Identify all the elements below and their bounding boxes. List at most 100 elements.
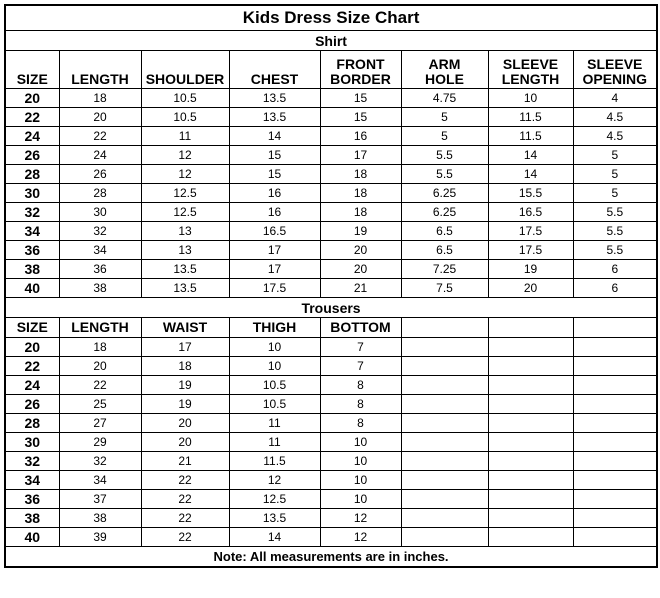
shirt-cell-shoulder: 13	[140, 240, 230, 260]
trousers-header-size: SIZE	[4, 317, 60, 338]
shirt-cell-chest: 13.5	[228, 88, 321, 108]
header-line: LENGTH	[501, 71, 560, 87]
shirt-cell-arm-hole: 6.5	[400, 240, 489, 260]
shirt-cell-length: 32	[58, 221, 142, 241]
trousers-cell-blank-1	[400, 470, 489, 490]
trousers-cell-blank-1	[400, 432, 489, 452]
trousers-row: 32 32 21 11.5 10	[4, 451, 658, 471]
shirt-cell-sleeve-length: 19	[487, 259, 574, 279]
shirt-cell-sleeve-length: 14	[487, 164, 574, 184]
trousers-cell-blank-3	[572, 451, 658, 471]
trousers-row: 38 38 22 13.5 12	[4, 508, 658, 528]
shirt-cell-front-border: 20	[319, 240, 402, 260]
trousers-cell-thigh: 11	[228, 413, 321, 433]
shirt-row: 24 22 11 14 16 5 11.5 4.5	[4, 126, 658, 146]
trousers-cell-waist: 17	[140, 337, 230, 357]
shirt-cell-arm-hole: 5	[400, 126, 489, 146]
trousers-row: 28 27 20 11 8	[4, 413, 658, 433]
trousers-header-thigh: THIGH	[228, 317, 321, 338]
shirt-cell-length: 36	[58, 259, 142, 279]
trousers-cell-bottom: 8	[319, 375, 402, 395]
shirt-row: 30 28 12.5 16 18 6.25 15.5 5	[4, 183, 658, 203]
shirt-cell-length: 20	[58, 107, 142, 127]
shirt-cell-length: 28	[58, 183, 142, 203]
trousers-cell-blank-1	[400, 508, 489, 528]
shirt-cell-size: 24	[4, 126, 60, 146]
trousers-cell-waist: 18	[140, 356, 230, 376]
trousers-cell-waist: 21	[140, 451, 230, 471]
trousers-cell-blank-2	[487, 451, 574, 471]
shirt-cell-shoulder: 13	[140, 221, 230, 241]
header-line: SHOULDER	[145, 71, 225, 87]
trousers-cell-bottom: 12	[319, 527, 402, 547]
trousers-cell-thigh: 10	[228, 356, 321, 376]
shirt-cell-size: 38	[4, 259, 60, 279]
header-line: HOLE	[425, 71, 464, 87]
shirt-cell-front-border: 19	[319, 221, 402, 241]
trousers-row: 24 22 19 10.5 8	[4, 375, 658, 395]
shirt-cell-size: 22	[4, 107, 60, 127]
trousers-row: 20 18 17 10 7	[4, 337, 658, 357]
trousers-cell-thigh: 11	[228, 432, 321, 452]
shirt-cell-chest: 16.5	[228, 221, 321, 241]
trousers-cell-blank-3	[572, 508, 658, 528]
shirt-cell-shoulder: 12	[140, 145, 230, 165]
shirt-cell-chest: 15	[228, 145, 321, 165]
shirt-cell-front-border: 17	[319, 145, 402, 165]
shirt-section-title: Shirt	[4, 30, 658, 51]
shirt-cell-front-border: 16	[319, 126, 402, 146]
shirt-cell-sleeve-opening: 4.5	[572, 126, 658, 146]
shirt-cell-chest: 15	[228, 164, 321, 184]
shirt-cell-arm-hole: 5	[400, 107, 489, 127]
shirt-cell-front-border: 21	[319, 278, 402, 298]
shirt-cell-sleeve-opening: 5.5	[572, 240, 658, 260]
trousers-cell-thigh: 14	[228, 527, 321, 547]
trousers-cell-blank-3	[572, 527, 658, 547]
trousers-cell-blank-1	[400, 337, 489, 357]
shirt-cell-shoulder: 12	[140, 164, 230, 184]
shirt-cell-size: 32	[4, 202, 60, 222]
trousers-cell-blank-3	[572, 394, 658, 414]
shirt-row: 34 32 13 16.5 19 6.5 17.5 5.5	[4, 221, 658, 241]
trousers-section-title: Trousers	[4, 297, 658, 318]
trousers-cell-blank-2	[487, 470, 574, 490]
shirt-cell-size: 28	[4, 164, 60, 184]
shirt-cell-chest: 14	[228, 126, 321, 146]
trousers-cell-bottom: 8	[319, 394, 402, 414]
shirt-cell-length: 24	[58, 145, 142, 165]
shirt-cell-length: 38	[58, 278, 142, 298]
shirt-cell-sleeve-length: 16.5	[487, 202, 574, 222]
shirt-cell-arm-hole: 6.25	[400, 183, 489, 203]
shirt-cell-front-border: 15	[319, 88, 402, 108]
shirt-cell-sleeve-opening: 5.5	[572, 221, 658, 241]
shirt-row: 40 38 13.5 17.5 21 7.5 20 6	[4, 278, 658, 298]
trousers-row: 22 20 18 10 7	[4, 356, 658, 376]
shirt-cell-size: 40	[4, 278, 60, 298]
shirt-cell-sleeve-length: 11.5	[487, 126, 574, 146]
trousers-cell-length: 38	[58, 508, 142, 528]
shirt-cell-sleeve-length: 17.5	[487, 240, 574, 260]
shirt-cell-sleeve-length: 17.5	[487, 221, 574, 241]
trousers-cell-blank-2	[487, 489, 574, 509]
trousers-cell-blank-3	[572, 470, 658, 490]
trousers-cell-blank-1	[400, 394, 489, 414]
shirt-header-front-border: FRONT BORDER	[319, 50, 402, 89]
trousers-cell-bottom: 12	[319, 508, 402, 528]
trousers-cell-length: 25	[58, 394, 142, 414]
header-line: SIZE	[16, 71, 48, 87]
trousers-cell-size: 28	[4, 413, 60, 433]
trousers-cell-size: 30	[4, 432, 60, 452]
trousers-header-row: SIZE LENGTH WAIST THIGH BOTTOM	[4, 317, 658, 338]
header-line: BORDER	[330, 71, 391, 87]
shirt-row: 38 36 13.5 17 20 7.25 19 6	[4, 259, 658, 279]
shirt-cell-front-border: 20	[319, 259, 402, 279]
shirt-cell-sleeve-length: 15.5	[487, 183, 574, 203]
shirt-cell-shoulder: 13.5	[140, 259, 230, 279]
trousers-cell-blank-2	[487, 394, 574, 414]
shirt-row: 26 24 12 15 17 5.5 14 5	[4, 145, 658, 165]
trousers-cell-waist: 22	[140, 527, 230, 547]
header-line: OPENING	[582, 71, 648, 87]
trousers-cell-waist: 22	[140, 508, 230, 528]
shirt-cell-length: 30	[58, 202, 142, 222]
shirt-cell-length: 26	[58, 164, 142, 184]
